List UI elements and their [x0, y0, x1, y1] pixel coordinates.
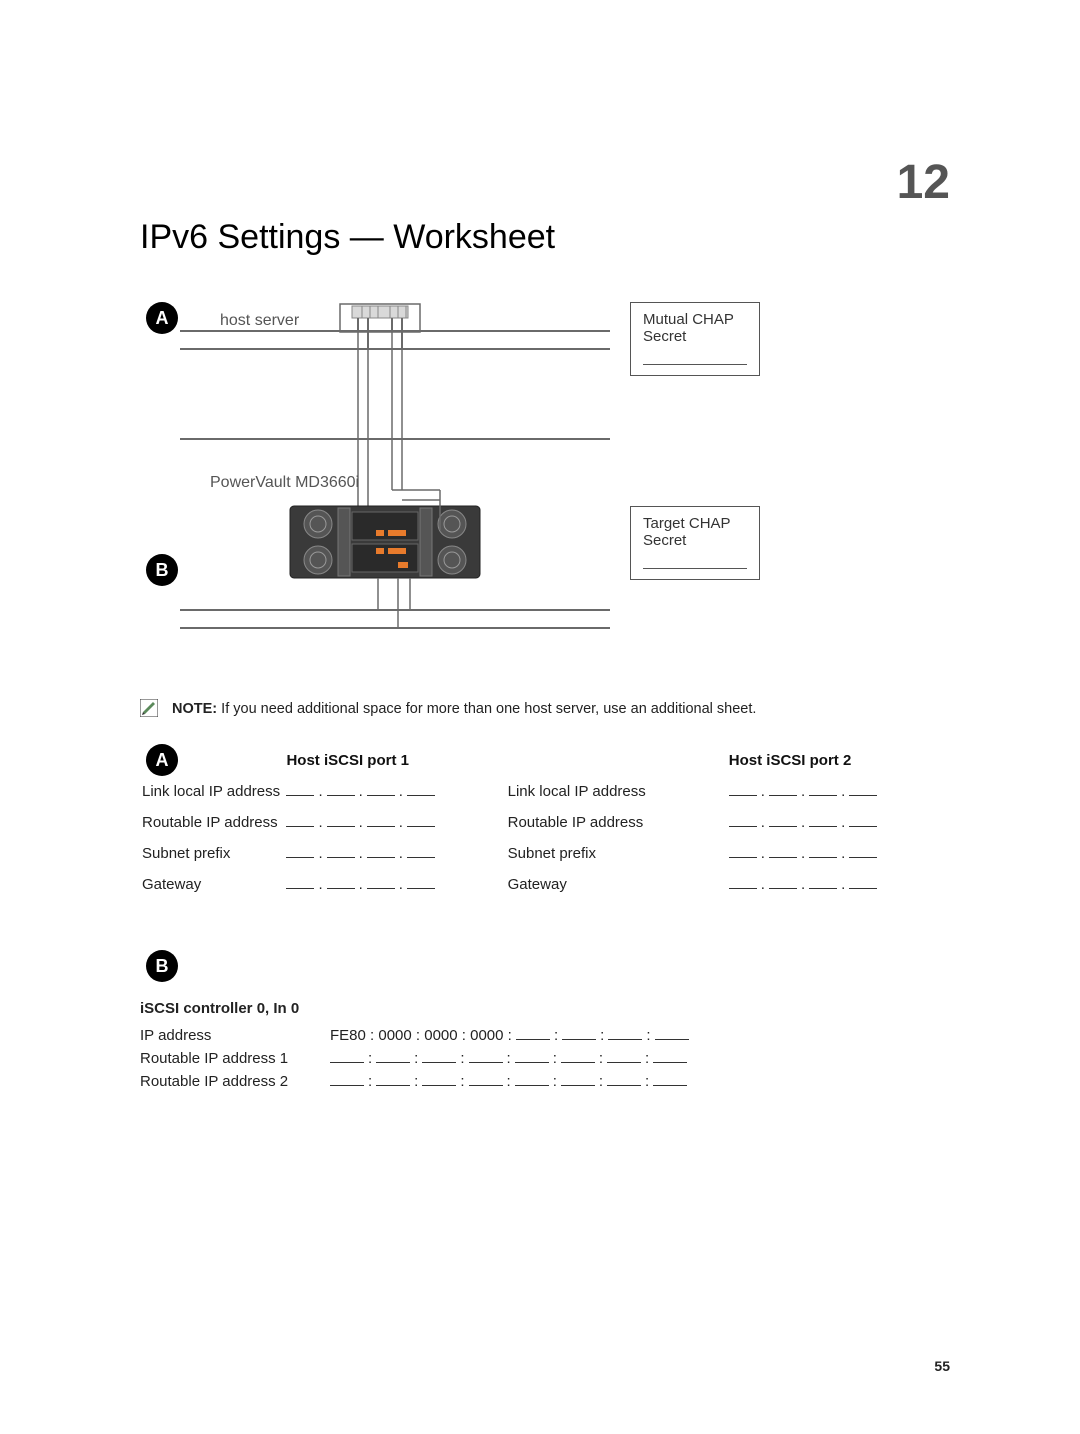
row-routable-label: Routable IP address	[142, 808, 284, 837]
target-chap-box: Target CHAP Secret	[630, 506, 760, 580]
row-link-local-p1-field[interactable]: ...	[286, 777, 505, 806]
target-chap-line	[643, 568, 747, 569]
row-link-local-label2: Link local IP address	[508, 777, 727, 806]
topology-diagram: A B	[140, 290, 950, 660]
row-subnet-label: Subnet prefix	[142, 839, 284, 868]
worksheet-page: 12 IPv6 Settings — Worksheet A	[0, 0, 1080, 1434]
port2-header: Host iSCSI port 2	[729, 752, 852, 769]
row-subnet-p1-field[interactable]: ...	[286, 839, 505, 868]
b-routable1-label: Routable IP address 1	[140, 1050, 330, 1067]
chapter-number: 12	[897, 155, 950, 210]
row-gateway-p1-field[interactable]: ...	[286, 870, 505, 899]
mutual-chap-line	[643, 364, 747, 365]
port1-header: Host iSCSI port 1	[286, 752, 409, 769]
note-bold: NOTE:	[172, 701, 217, 717]
row-routable-label2: Routable IP address	[508, 808, 727, 837]
b-routable2-label: Routable IP address 2	[140, 1073, 330, 1090]
page-title: IPv6 Settings — Worksheet	[140, 218, 555, 257]
row-subnet-label2: Subnet prefix	[508, 839, 727, 868]
mutual-chap-label: Mutual CHAP Secret	[643, 311, 734, 345]
row-routable-p1-field[interactable]: ...	[286, 808, 505, 837]
note-row: NOTE: If you need additional space for m…	[140, 700, 950, 718]
page-number: 55	[934, 1358, 950, 1374]
svg-text:A: A	[156, 308, 169, 328]
row-subnet-p2-field[interactable]: ...	[729, 839, 948, 868]
row-link-local-p2-field[interactable]: ...	[729, 777, 948, 806]
row-gateway-label: Gateway	[142, 870, 284, 899]
section-b-badge: B	[146, 950, 178, 982]
b-ip-label: IP address	[140, 1027, 330, 1044]
b-routable2-field[interactable]: :::::::	[330, 1073, 687, 1090]
section-a-table: Host iSCSI port 1 Host iSCSI port 2 Link…	[140, 744, 950, 901]
note-icon	[140, 699, 158, 717]
device-label: PowerVault MD3660i	[210, 474, 359, 492]
section-b-header: iSCSI controller 0, In 0	[140, 1000, 950, 1017]
mutual-chap-box: Mutual CHAP Secret	[630, 302, 760, 376]
note-text: If you need additional space for more th…	[217, 701, 756, 717]
row-gateway-label2: Gateway	[508, 870, 727, 899]
svg-text:B: B	[156, 560, 169, 580]
row-routable-p2-field[interactable]: ...	[729, 808, 948, 837]
row-link-local-label: Link local IP address	[142, 777, 284, 806]
row-gateway-p2-field[interactable]: ...	[729, 870, 948, 899]
section-b: iSCSI controller 0, In 0 IP address FE80…	[140, 1000, 950, 1096]
host-server-label: host server	[220, 312, 299, 330]
b-ip-field[interactable]: FE80 : 0000 : 0000 : 0000 : :::	[330, 1027, 689, 1044]
b-routable1-field[interactable]: :::::::	[330, 1050, 687, 1067]
target-chap-label: Target CHAP Secret	[643, 515, 730, 549]
